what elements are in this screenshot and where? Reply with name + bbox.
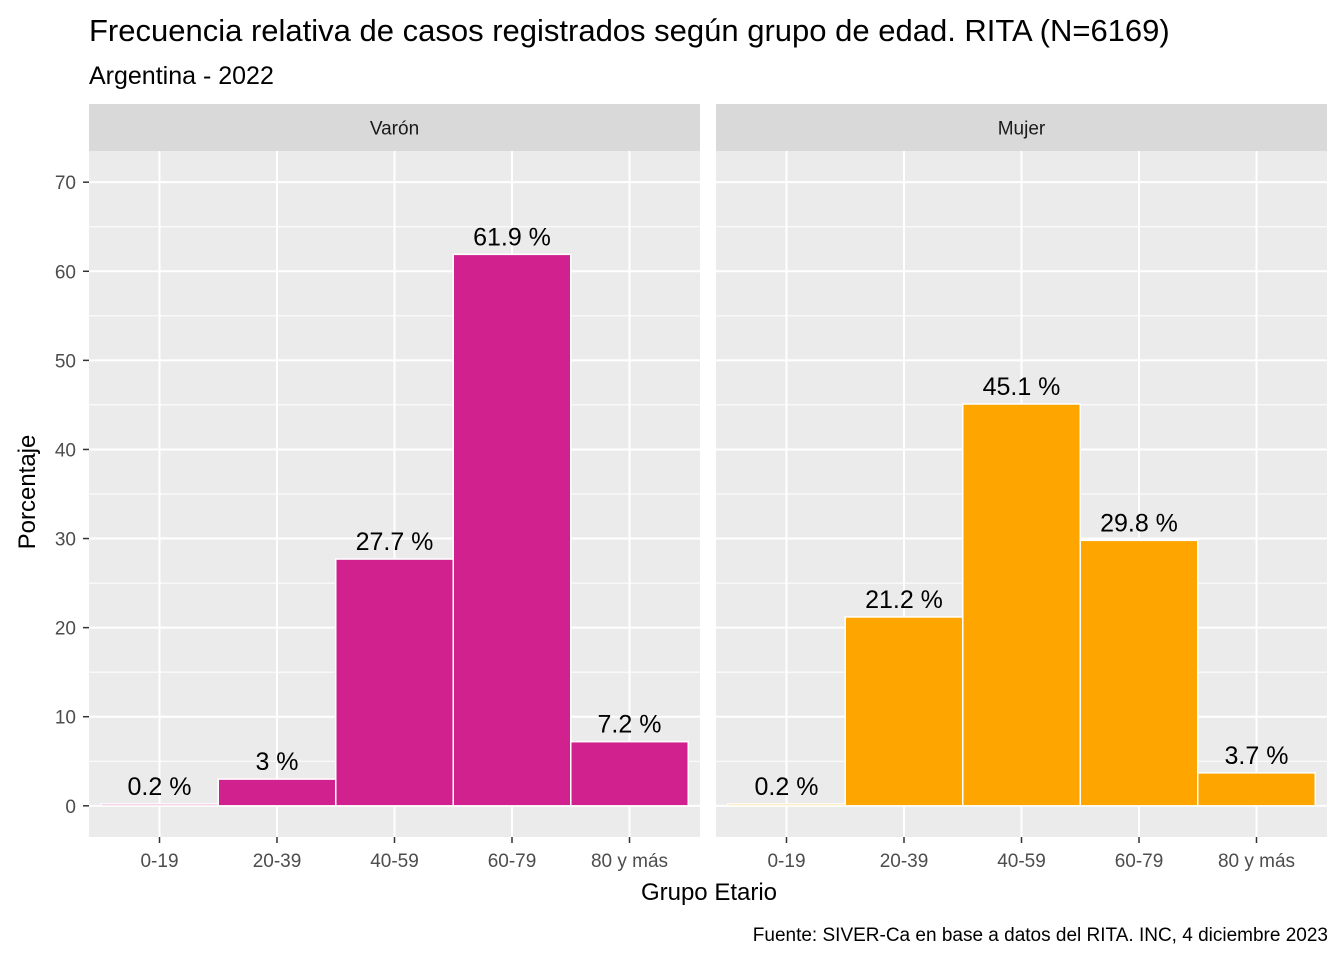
x-tick-label: 0-19 (767, 851, 805, 872)
bar-value-label: 27.7 % (356, 528, 434, 556)
x-tick-label: 80 y más (591, 851, 668, 872)
facet-strip (89, 104, 700, 151)
bar (844, 616, 964, 807)
y-tick-label: 70 (55, 173, 76, 194)
bar-value-label: 21.2 % (865, 586, 943, 614)
y-tick-label: 0 (65, 797, 76, 818)
chart-caption: Fuente: SIVER-Ca en base a datos del RIT… (753, 925, 1328, 946)
panel-1: Mujer 0.2 % 21.2 % 45.1 % 29.8 % 3.7 % 0-19 20-… (716, 104, 1327, 872)
bar-value-label: 29.8 % (1100, 509, 1178, 537)
bar (1079, 539, 1199, 807)
bar (1197, 772, 1316, 807)
y-tick-label: 20 (55, 619, 76, 640)
bar-value-label: 3 % (255, 748, 298, 776)
bar (100, 803, 219, 807)
x-tick-label: 40-59 (997, 851, 1046, 872)
bar (727, 803, 846, 807)
x-tick-label: 20-39 (253, 851, 302, 872)
panel-0: Varón 0.2 % 3 % 27.7 % 61.9 % 7.2 % 0-19 20-39 4… (89, 104, 700, 872)
y-tick-label: 40 (55, 440, 76, 461)
y-tick-label: 50 (55, 351, 76, 372)
chart-subtitle: Argentina - 2022 (89, 62, 274, 90)
y-tick-label: 10 (55, 708, 76, 729)
bar (570, 740, 689, 807)
bar (335, 558, 454, 807)
facet-strip (716, 104, 1327, 151)
y-tick-label: 60 (55, 262, 76, 283)
bar (217, 778, 337, 807)
facet-strip-label: Varón (370, 119, 419, 140)
x-tick-label: 80 y más (1218, 851, 1295, 872)
y-axis-title: Porcentaje (14, 435, 41, 550)
bar (452, 253, 572, 807)
x-tick-label: 20-39 (880, 851, 929, 872)
x-tick-label: 40-59 (370, 851, 419, 872)
bar-value-label: 61.9 % (473, 223, 551, 251)
y-tick-label: 30 (55, 530, 76, 551)
bar-value-label: 3.7 % (1225, 742, 1289, 770)
x-axis-title: Grupo Etario (641, 879, 777, 906)
bar-value-label: 7.2 % (598, 711, 662, 739)
y-axis: 0 10 20 30 40 50 60 70 (55, 173, 89, 818)
facet-strip-label: Mujer (998, 119, 1046, 140)
chart-title: Frecuencia relativa de casos registrados… (89, 13, 1170, 48)
panels: Varón 0.2 % 3 % 27.7 % 61.9 % 7.2 % 0-19 20-39 4… (89, 104, 1327, 872)
x-tick-label: 60-79 (1115, 851, 1164, 872)
bar (962, 403, 1081, 807)
bar-value-label: 45.1 % (983, 373, 1061, 401)
x-tick-label: 0-19 (140, 851, 178, 872)
bar-value-label: 0.2 % (755, 773, 819, 801)
bar-value-label: 0.2 % (128, 773, 192, 801)
x-tick-label: 60-79 (488, 851, 537, 872)
